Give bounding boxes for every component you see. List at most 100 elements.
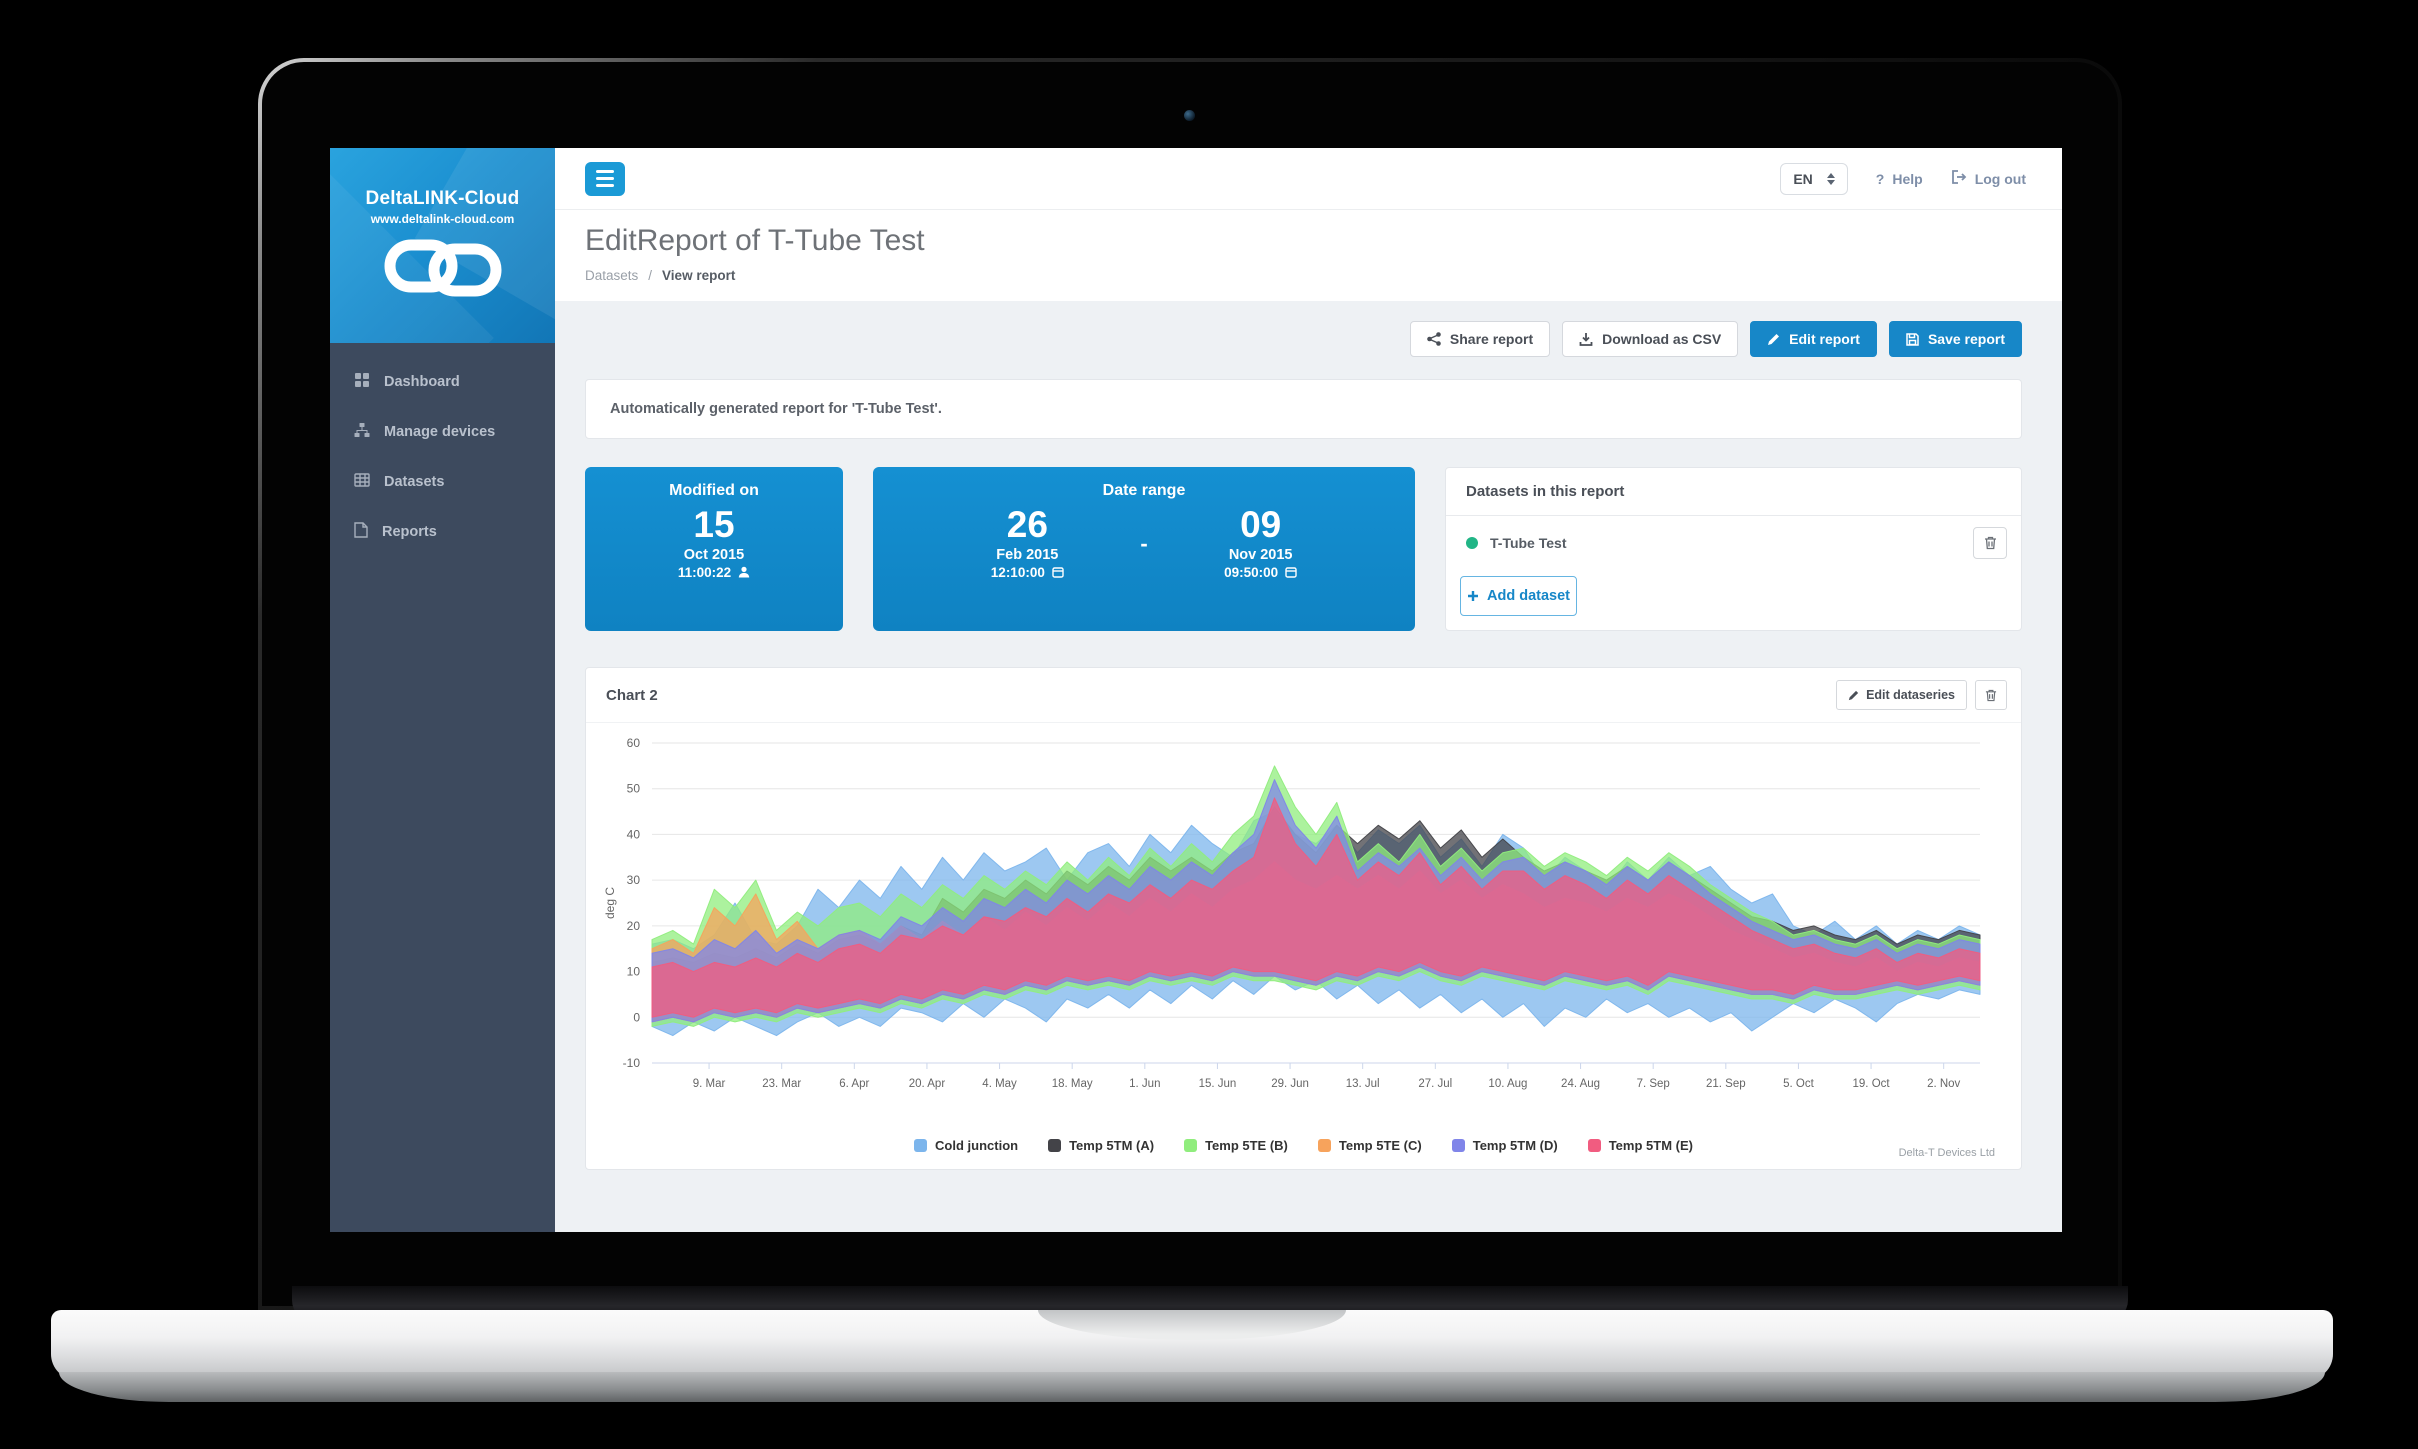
- laptop-foot: [841, 1390, 849, 1396]
- svg-text:20: 20: [627, 919, 641, 933]
- modified-on-card: Modified on 15 Oct 2015 11:00:22: [585, 467, 843, 631]
- save-report-button[interactable]: Save report: [1888, 321, 2022, 357]
- breadcrumb-current: View report: [662, 268, 736, 283]
- dataset-row[interactable]: T-Tube Test: [1446, 516, 2021, 570]
- chart-watermark: Delta-T Devices Ltd: [1898, 1147, 1995, 1159]
- legend-label: Temp 5TE (C): [1338, 1138, 1422, 1153]
- range-to-day: 09: [1240, 504, 1282, 545]
- svg-text:30: 30: [627, 873, 641, 887]
- sidebar-nav: Dashboard Manage devices Datasets Reports: [330, 343, 555, 557]
- legend-item-4[interactable]: Temp 5TM (D): [1451, 1138, 1558, 1153]
- logout-icon: [1951, 170, 1967, 187]
- svg-text:-10: -10: [623, 1056, 641, 1070]
- legend-swatch: [1587, 1139, 1601, 1152]
- legend-swatch: [1317, 1139, 1331, 1152]
- language-select[interactable]: EN: [1780, 162, 1848, 195]
- range-from: 26 Feb 2015 12:10:00: [922, 500, 1132, 580]
- share-report-button[interactable]: Share report: [1409, 321, 1551, 357]
- sidebar-item-reports[interactable]: Reports: [330, 507, 555, 557]
- svg-text:27. Jul: 27. Jul: [1418, 1078, 1452, 1090]
- help-label: Help: [1892, 170, 1923, 187]
- sidebar-item-label: Manage devices: [384, 424, 496, 440]
- chart-delete-button[interactable]: [1975, 680, 2007, 710]
- hamburger-menu-button[interactable]: [585, 161, 625, 196]
- range-from-day: 26: [1006, 504, 1048, 545]
- laptop-screen-bezel: DeltaLINK-Cloud www.deltalink-cloud.com: [258, 58, 2122, 1310]
- laptop-base: [51, 1310, 2333, 1402]
- table-icon: [354, 472, 370, 492]
- share-report-label: Share report: [1449, 331, 1534, 347]
- share-icon: [1427, 332, 1441, 346]
- summary-cards-row: Modified on 15 Oct 2015 11:00:22 Date ra…: [585, 467, 2022, 631]
- legend-label: Temp 5TM (A): [1069, 1138, 1155, 1153]
- grid-icon: [354, 372, 370, 392]
- plus-icon: [1468, 591, 1478, 601]
- laptop-base-notch: [1038, 1310, 1346, 1340]
- chart-panel-header: Chart 2 Edit dataseries: [586, 668, 2021, 723]
- chart-title: Chart 2: [606, 686, 658, 704]
- svg-text:18. May: 18. May: [1052, 1078, 1093, 1090]
- svg-text:60: 60: [627, 736, 641, 750]
- modified-time-row: 11:00:22: [595, 565, 833, 580]
- page-title: EditReport of T-Tube Test: [585, 224, 925, 257]
- help-link[interactable]: ? Help: [1876, 171, 1923, 187]
- dataset-name: T-Tube Test: [1490, 535, 1567, 551]
- legend-label: Temp 5TM (E): [1608, 1138, 1693, 1153]
- logout-link[interactable]: Log out: [1951, 170, 2026, 187]
- svg-text:13. Jul: 13. Jul: [1346, 1078, 1380, 1090]
- range-from-monthyear: Feb 2015: [996, 546, 1059, 563]
- legend-item-0[interactable]: Cold junction: [914, 1138, 1018, 1153]
- temperature-range-chart: 60 50 40 30 20 10 0 -10 deg C 9. Mar 23. Mar 6. Apr…: [600, 733, 2007, 1136]
- topbar: EN ? Help: [555, 148, 2062, 210]
- brand-block[interactable]: DeltaLINK-Cloud www.deltalink-cloud.com: [330, 148, 555, 343]
- question-icon: ?: [1875, 170, 1885, 187]
- chart-svg: 60 50 40 30 20 10 0 -10 deg C 9. Mar 23. Mar 6. Apr…: [603, 736, 1981, 1090]
- svg-text:0: 0: [633, 1010, 640, 1024]
- legend-item-2[interactable]: Temp 5TE (B): [1184, 1138, 1288, 1153]
- select-arrows-icon: [1826, 172, 1835, 185]
- datasets-panel-title: Datasets in this report: [1446, 468, 2021, 516]
- sitemap-icon: [354, 422, 370, 442]
- page-header: EditReport of T-Tube Test Datasets / Vie…: [555, 210, 2062, 301]
- topbar-right: EN ? Help: [1780, 162, 2026, 195]
- chart-actions: Edit dataseries: [1836, 680, 2007, 710]
- report-toolbar: Share report Download as CSV Edit report: [585, 321, 2022, 357]
- svg-text:15. Jun: 15. Jun: [1199, 1078, 1237, 1090]
- download-csv-button[interactable]: Download as CSV: [1562, 321, 1739, 357]
- y-axis-label: deg C: [603, 887, 617, 919]
- pencil-icon: [1768, 333, 1780, 345]
- save-report-label: Save report: [1927, 331, 2005, 347]
- svg-text:29. Jun: 29. Jun: [1271, 1078, 1309, 1090]
- edit-dataseries-button[interactable]: Edit dataseries: [1836, 680, 1967, 710]
- svg-text:10. Aug: 10. Aug: [1488, 1078, 1527, 1090]
- datasets-panel: Datasets in this report T-Tube Test: [1445, 467, 2022, 631]
- date-range-card: Date range 26 Feb 2015 12:10:00: [873, 467, 1415, 631]
- sidebar-item-datasets[interactable]: Datasets: [330, 457, 555, 507]
- range-to-time-row: 09:50:00: [1156, 565, 1366, 580]
- sidebar: DeltaLINK-Cloud www.deltalink-cloud.com: [330, 148, 555, 1232]
- legend-item-1[interactable]: Temp 5TM (A): [1048, 1138, 1154, 1153]
- modified-monthyear: Oct 2015: [683, 546, 745, 563]
- svg-text:10: 10: [627, 965, 641, 979]
- legend-label: Temp 5TE (B): [1205, 1138, 1288, 1153]
- chart-panel: Chart 2 Edit dataseries: [585, 667, 2022, 1170]
- range-separator: -: [1140, 530, 1148, 556]
- legend-swatch: [1451, 1139, 1465, 1152]
- content: Share report Download as CSV Edit report: [555, 301, 2062, 1232]
- chart-body: 60 50 40 30 20 10 0 -10 deg C 9. Mar 23. Mar 6. Apr…: [586, 723, 2021, 1169]
- dataset-delete-button[interactable]: [1973, 527, 2007, 559]
- download-csv-label: Download as CSV: [1602, 331, 1722, 347]
- edit-report-button[interactable]: Edit report: [1750, 321, 1877, 357]
- breadcrumb-parent[interactable]: Datasets: [585, 268, 639, 283]
- legend-swatch: [1184, 1139, 1198, 1152]
- laptop-foot: [1551, 1390, 1559, 1396]
- sidebar-item-dashboard[interactable]: Dashboard: [330, 357, 555, 407]
- trash-icon: [1984, 536, 1996, 550]
- legend-item-3[interactable]: Temp 5TE (C): [1317, 1138, 1422, 1153]
- sidebar-item-manage-devices[interactable]: Manage devices: [330, 407, 555, 457]
- legend-item-5[interactable]: Temp 5TM (E): [1587, 1138, 1693, 1153]
- add-dataset-button[interactable]: Add dataset: [1460, 576, 1577, 616]
- edit-dataseries-label: Edit dataseries: [1866, 688, 1955, 702]
- svg-text:2. Nov: 2. Nov: [1927, 1078, 1960, 1090]
